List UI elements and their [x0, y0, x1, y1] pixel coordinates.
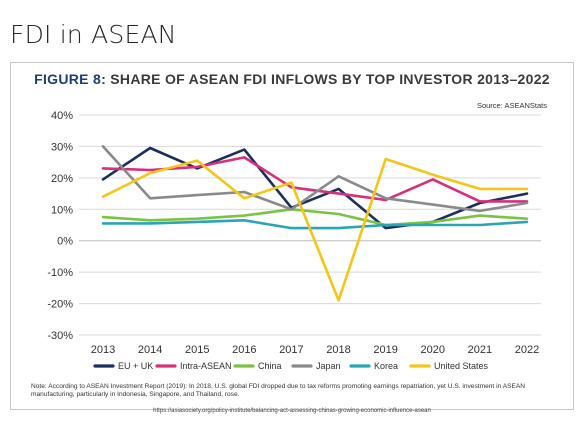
source-url: https://asiasociety.org/policy-institute…: [153, 408, 431, 414]
x-tick-label: 2018: [326, 344, 350, 356]
x-tick-label: 2019: [373, 344, 397, 356]
x-tick-label: 2015: [185, 344, 209, 356]
legend-label: Korea: [374, 361, 398, 371]
x-axis-ticks: 2013 2014 2015 2016 2017 2018 2019 2020 2021 2022: [91, 344, 539, 356]
legend-label: China: [258, 361, 282, 371]
x-tick-label: 2021: [468, 344, 492, 356]
y-tick-label: -30%: [47, 330, 73, 342]
y-tick-label: 30%: [51, 141, 73, 153]
x-tick-label: 2016: [232, 344, 256, 356]
slide-title: FDI in ASEAN: [10, 20, 177, 49]
x-tick-label: 2020: [421, 344, 445, 356]
source-note: Source: ASEANStats: [476, 101, 547, 110]
legend-label: United States: [434, 361, 489, 371]
x-tick-label: 2013: [91, 344, 115, 356]
legend-label: Japan: [316, 361, 341, 371]
series-line-intra-asean: [101, 156, 529, 203]
x-tick-label: 2014: [138, 344, 162, 356]
x-tick-label: 2017: [279, 344, 303, 356]
series-line-korea: [101, 219, 529, 230]
series-line-japan: [101, 145, 529, 213]
figure-title: FIGURE 8: SHARE OF ASEAN FDI INFLOWS BY …: [11, 71, 573, 87]
chart-footnote: Note: According to ASEAN Investment Repo…: [31, 383, 526, 399]
x-tick-label: 2022: [515, 344, 539, 356]
legend-label: EU + UK: [118, 361, 153, 371]
y-axis-ticks: 40% 30% 20% 10% 0% -10% -20% -30%: [47, 110, 73, 342]
y-tick-label: 10%: [51, 204, 73, 216]
y-tick-label: 0%: [57, 236, 73, 248]
series-line-china: [101, 208, 529, 227]
series-line-united-states: [101, 157, 529, 302]
line-chart: 40%30%20%10%0%-10%-20%-30% 2013 2014 2015 2…: [47, 110, 541, 371]
y-tick-label: -20%: [47, 299, 73, 311]
figure-title-text: SHARE OF ASEAN FDI INFLOWS BY TOP INVEST…: [110, 71, 550, 87]
grid-lines: [79, 114, 541, 336]
series-line-eu-uk: [101, 146, 529, 230]
series-lines: [101, 145, 529, 302]
figure-label: FIGURE 8:: [34, 71, 107, 87]
figure-panel: FIGURE 8: SHARE OF ASEAN FDI INFLOWS BY …: [10, 62, 574, 410]
y-tick-label: -10%: [47, 267, 73, 279]
legend-label: Intra-ASEAN: [180, 361, 232, 371]
y-tick-label: 20%: [51, 173, 73, 185]
legend: EU + UK Intra-ASEAN China Japan Korea United …: [93, 361, 489, 371]
y-tick-label: 40%: [51, 110, 73, 122]
